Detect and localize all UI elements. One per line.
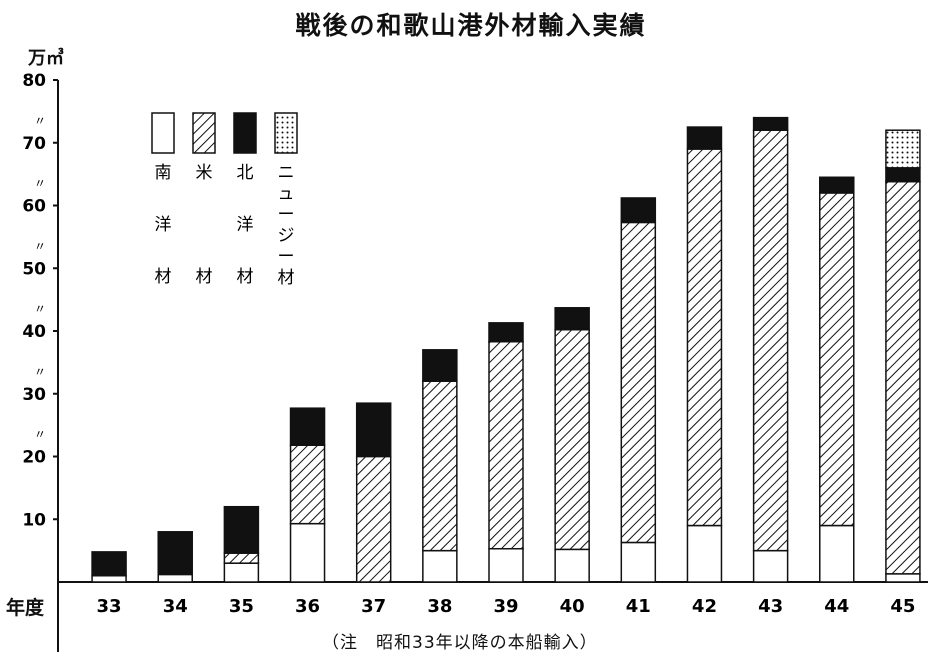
legend-label-char: 北: [237, 163, 254, 183]
bar-segment-米材: [223, 552, 260, 564]
legend-label-char: 材: [196, 267, 213, 287]
bar-segment-米材: [620, 221, 657, 544]
chart-note: （注 昭和33年以降の本船輸入）: [322, 633, 598, 653]
legend-label-char: 米: [196, 163, 213, 183]
bar-segment-米材: [686, 148, 723, 527]
x-tick-label: 36: [295, 596, 320, 617]
bar-segment-米材: [819, 192, 855, 527]
x-tick-label: 41: [626, 596, 651, 617]
bar-segment-米材: [752, 129, 789, 552]
bar-segment-南洋材: [752, 549, 789, 583]
ditto-mark: 〃: [34, 239, 46, 253]
bar-segment-南洋材: [554, 548, 590, 583]
bar-segment-北洋材: [819, 176, 855, 194]
x-tick-label: 34: [163, 596, 188, 617]
legend-label-char: ー: [278, 247, 295, 267]
legend-swatch: [151, 112, 175, 154]
bar-segment-南洋材: [422, 549, 458, 583]
legend-label-char: 洋: [155, 215, 172, 235]
legend-label-char: ジ: [278, 226, 295, 246]
bar-segment-北洋材: [157, 531, 193, 576]
ditto-mark: 〃: [34, 428, 46, 442]
x-tick-label: 42: [692, 596, 717, 617]
bar-segment-南洋材: [620, 541, 657, 583]
bar-segment-北洋材: [752, 116, 789, 131]
x-tick-label: 43: [758, 596, 783, 617]
bar-segment-南洋材: [686, 524, 723, 583]
legend-label-char: 材: [237, 267, 254, 287]
y-tick-label: 60: [22, 197, 46, 217]
x-tick-label: 39: [493, 596, 518, 617]
y-tick-label: 10: [22, 510, 46, 530]
ditto-mark: 〃: [34, 114, 46, 128]
x-tick-label: 35: [229, 596, 254, 617]
ditto-mark: 〃: [34, 302, 46, 316]
bar-segment-米材: [289, 444, 326, 525]
bar-segment-南洋材: [885, 573, 921, 583]
x-tick-label: 33: [97, 596, 122, 617]
bar-segment-ニュージー材: [885, 129, 921, 169]
bar-segment-南洋材: [819, 524, 855, 583]
legend-swatch: [274, 112, 298, 154]
bar-segment-北洋材: [620, 197, 657, 224]
legend-swatch: [233, 112, 257, 154]
chart-title: 戦後の和歌山港外材輸入実績: [295, 11, 647, 40]
x-tick-label: 45: [890, 596, 915, 617]
bar-segment-米材: [885, 180, 921, 575]
y-tick-label: 80: [22, 71, 46, 91]
y-tick-label: 70: [22, 134, 46, 154]
x-axis-title: 年度: [6, 597, 45, 619]
bar-segment-南洋材: [488, 547, 524, 583]
bar-segment-北洋材: [422, 349, 458, 382]
legend-label-char: 洋: [237, 215, 254, 235]
bar-segment-南洋材: [91, 574, 127, 583]
y-tick-label: 50: [22, 259, 46, 279]
legend-label-char: ー: [278, 205, 295, 225]
y-tick-label: 20: [22, 448, 46, 468]
x-tick-label: 38: [427, 596, 452, 617]
y-tick-label: 30: [22, 385, 46, 405]
ditto-mark: 〃: [34, 365, 46, 379]
bar-segment-北洋材: [885, 167, 921, 183]
bar-segment-南洋材: [289, 522, 326, 583]
ditto-mark: 〃: [34, 177, 46, 191]
bar-segment-米材: [355, 455, 392, 583]
legend-swatch: [192, 112, 216, 154]
x-tick-label: 37: [361, 596, 386, 617]
bar-segment-米材: [422, 380, 458, 552]
bar-segment-北洋材: [686, 126, 723, 150]
bar-segment-北洋材: [488, 322, 524, 343]
legend-label-char: 材: [155, 267, 172, 287]
bar-segment-北洋材: [355, 402, 392, 458]
legend-label-char: ュ: [278, 184, 295, 204]
x-tick-label: 44: [824, 596, 849, 617]
bar-segment-米材: [554, 328, 590, 551]
y-tick-label: 40: [22, 322, 46, 342]
legend-label-char: 材: [278, 268, 295, 288]
bar-segment-北洋材: [289, 407, 326, 446]
bar-segment-南洋材: [157, 573, 193, 583]
bar-segment-北洋材: [223, 505, 260, 554]
y-unit-label: 万㎥: [28, 48, 64, 69]
legend-label-char: 南: [155, 163, 172, 183]
legend-label-char: ニ: [278, 163, 295, 183]
bar-segment-米材: [488, 340, 524, 550]
x-tick-label: 40: [560, 596, 585, 617]
bar-segment-北洋材: [91, 551, 127, 577]
bar-segment-南洋材: [223, 562, 260, 583]
bar-segment-北洋材: [554, 307, 590, 331]
